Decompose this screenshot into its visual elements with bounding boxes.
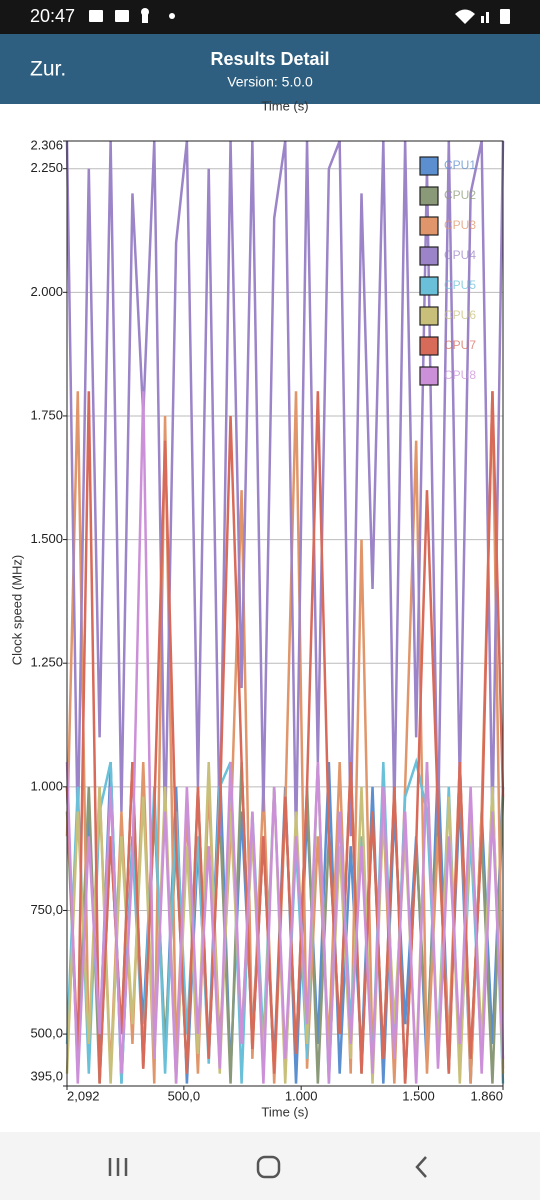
plot-frame: [66, 140, 504, 1087]
nav-bar: [0, 1132, 540, 1200]
x-tick-label: 2,092: [67, 1088, 100, 1103]
legend-label: CPU4: [444, 248, 476, 262]
legend-swatch: [419, 276, 439, 296]
top-axis-title: Time (s): [261, 98, 308, 113]
status-icons: [89, 8, 510, 24]
home-button[interactable]: [256, 1155, 281, 1179]
x-axis-title: Time (s): [261, 1104, 308, 1119]
x-tick-label: 500,0: [168, 1088, 201, 1103]
legend-label: CPU1: [444, 158, 476, 172]
legend-label: CPU8: [444, 368, 476, 382]
series-line: [65, 391, 505, 1084]
legend-swatch: [419, 366, 439, 386]
y-tick-label: 1.000: [30, 778, 63, 793]
legend: CPU1 CPU2 CPU3 CPU4 CPU5 CPU6 CPU7 CPU8: [419, 156, 476, 386]
legend-label: CPU3: [444, 218, 476, 232]
y-tick-label: 1.250: [30, 655, 63, 670]
app-subtitle: Version: 5.0.0: [227, 74, 313, 90]
y-tick-label: 1.750: [30, 407, 63, 422]
y-tick-label: 2.306: [30, 137, 63, 152]
recents-button[interactable]: [108, 1158, 128, 1176]
back-button[interactable]: Zur.: [30, 58, 66, 81]
legend-swatch: [419, 336, 439, 356]
legend-label: CPU6: [444, 308, 476, 322]
y-tick-label: 2.250: [30, 160, 63, 175]
legend-label: CPU7: [444, 338, 476, 352]
y-tick-label: 395,0: [30, 1068, 63, 1083]
legend-swatch: [419, 306, 439, 326]
back-nav-button[interactable]: [415, 1156, 427, 1178]
y-tick-label: 750,0: [30, 902, 63, 917]
x-tick-label: 1.000: [285, 1088, 318, 1103]
y-axis-title: Clock speed (MHz): [9, 555, 24, 666]
x-tick-label: 1.860: [470, 1088, 503, 1103]
nav-icons: [108, 1155, 427, 1179]
app-title: Results Detail: [210, 49, 329, 69]
y-tick-label: 500,0: [30, 1026, 63, 1041]
legend-label: CPU5: [444, 278, 476, 292]
legend-label: CPU2: [444, 188, 476, 202]
y-tick-label: 1.500: [30, 531, 63, 546]
legend-swatch: [419, 156, 439, 176]
y-tick-label: 2.000: [30, 284, 63, 299]
series-line: [65, 391, 505, 1084]
legend-swatch: [419, 246, 439, 266]
status-time: 20:47: [30, 6, 75, 26]
x-tick-label: 1.500: [402, 1088, 435, 1103]
app-bar: [0, 34, 540, 104]
legend-swatch: [419, 216, 439, 236]
legend-swatch: [419, 186, 439, 206]
